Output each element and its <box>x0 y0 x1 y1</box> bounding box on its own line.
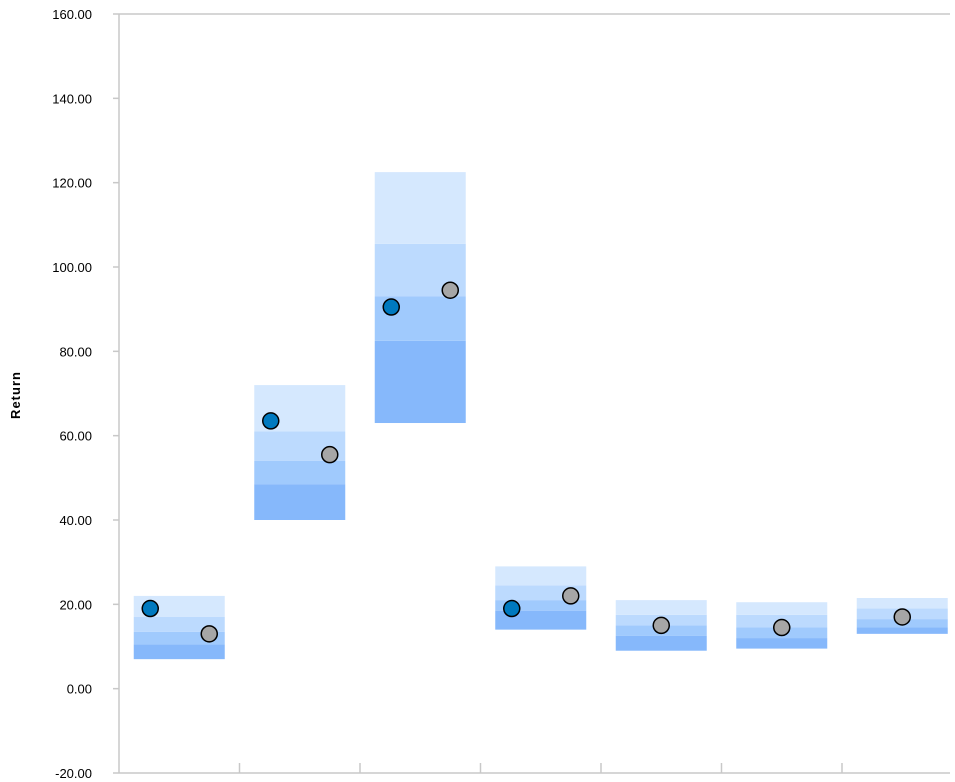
gray-point-2 <box>321 445 339 464</box>
percentile-band-2-1 <box>254 484 346 520</box>
percentile-band-6-1 <box>736 638 828 649</box>
percentile-band-5-4 <box>615 600 707 615</box>
percentile-band-1-3 <box>133 616 225 632</box>
blue-point-4 <box>503 599 521 618</box>
percentile-band-6-4 <box>736 602 828 615</box>
y-tick-label: 140.00 <box>52 91 92 106</box>
percentile-band-4-1 <box>495 610 587 630</box>
bands-layer <box>133 172 948 660</box>
percentile-band-5-1 <box>615 635 707 651</box>
y-tick-label: 20.00 <box>59 597 92 612</box>
blue-point-2 <box>262 412 280 430</box>
gray-point-5 <box>652 616 670 635</box>
blue-point-1 <box>141 599 159 618</box>
gray-point-1 <box>200 625 218 643</box>
y-tick-label: 100.00 <box>52 260 92 275</box>
gray-point-3 <box>441 281 459 299</box>
y-tick-label: 120.00 <box>52 176 92 191</box>
percentile-band-4-2 <box>495 600 587 611</box>
gray-point-4 <box>562 587 580 605</box>
y-tick-label: -20.00 <box>55 766 92 781</box>
y-tick-labels: 160.00 140.00 120.00 100.00 80.00 60.00 40.00 2… <box>52 7 92 781</box>
gray-point-6 <box>773 618 791 637</box>
points-layer <box>141 281 911 643</box>
y-tick-label: 80.00 <box>59 344 92 359</box>
percentile-band-3-4 <box>374 172 466 244</box>
percentile-band-3-1 <box>374 340 466 424</box>
percentile-band-1-1 <box>133 644 225 660</box>
percentile-band-7-4 <box>856 598 948 609</box>
y-axis-title: Return <box>8 371 23 419</box>
gray-point-7 <box>893 608 911 626</box>
y-tick-label: 40.00 <box>59 513 92 528</box>
y-tick-label: 60.00 <box>59 429 92 444</box>
y-tick-label: 0.00 <box>67 682 92 697</box>
percentile-band-4-4 <box>495 566 587 586</box>
percentile-band-2-2 <box>254 460 346 485</box>
percentile-band-7-1 <box>856 627 948 634</box>
blue-point-3 <box>382 298 400 316</box>
y-tick-label: 160.00 <box>52 7 92 22</box>
axis-layer <box>113 13 950 774</box>
